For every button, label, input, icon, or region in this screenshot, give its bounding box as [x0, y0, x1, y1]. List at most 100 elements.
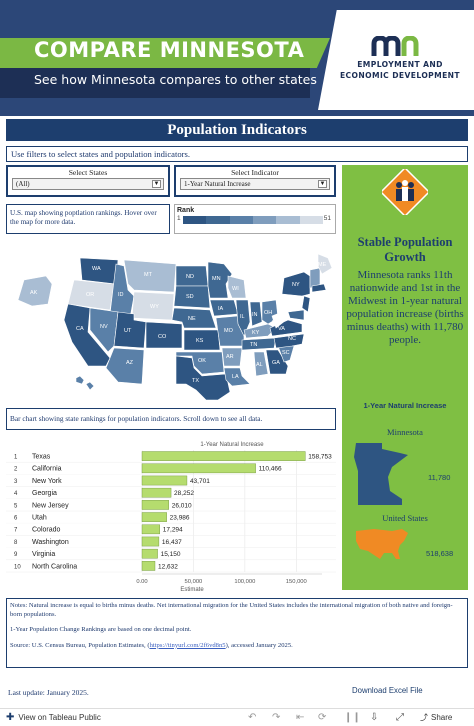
- population-icon: [379, 166, 431, 218]
- us-value: 518,638: [426, 549, 454, 558]
- state-OK[interactable]: [175, 351, 225, 375]
- state-name-label: New Jersey: [32, 502, 69, 509]
- state-label-WY: WY: [150, 304, 159, 310]
- state-name-label: Colorado: [32, 527, 61, 534]
- state-GA[interactable]: [265, 349, 289, 375]
- state-MO[interactable]: [215, 315, 245, 347]
- bar-value-label: 110,466: [259, 466, 282, 473]
- state-NC[interactable]: [273, 333, 305, 349]
- share-button[interactable]: ⤴ Share: [420, 712, 452, 723]
- state-HI[interactable]: [75, 375, 95, 391]
- rank-legend-title: Rank: [177, 207, 195, 214]
- state-NJ[interactable]: [301, 295, 311, 313]
- rank-label: 2: [14, 467, 18, 473]
- banner-navy-band: [0, 68, 310, 98]
- undo-icon[interactable]: ↶: [248, 712, 257, 723]
- revert-icon[interactable]: ⇤: [296, 712, 305, 723]
- state-label-IN: IN: [252, 312, 258, 318]
- bar-value-label: 158,753: [308, 454, 332, 461]
- x-tick-label: 0.00: [136, 579, 147, 585]
- state-label-AR: AR: [226, 354, 234, 360]
- state-name-label: North Carolina: [32, 563, 77, 570]
- org-name-line2: ECONOMIC DEVELOPMENT: [339, 71, 461, 80]
- state-SD[interactable]: [173, 285, 211, 309]
- rank-label: 4: [14, 491, 18, 497]
- us-choropleth-map[interactable]: WA OR CA ID NV MT WY UT AZ CO NM ND SD NE KS OK TX MN IA MO…: [6, 240, 340, 401]
- state-IA[interactable]: [209, 299, 239, 317]
- redo-icon[interactable]: ↷: [272, 712, 281, 723]
- state-TN[interactable]: [241, 337, 277, 351]
- banner-title: COMPARE MINNESOTA: [34, 38, 305, 62]
- state-MS[interactable]: [241, 351, 253, 377]
- state-CA[interactable]: [63, 303, 111, 367]
- rank-label: 8: [14, 540, 18, 546]
- state-label-ID: ID: [118, 292, 124, 298]
- view-on-tableau-link[interactable]: ✚ View on Tableau Public: [6, 712, 101, 723]
- state-label-IA: IA: [218, 306, 224, 312]
- state-label-MN: MN: [212, 276, 221, 282]
- view-on-tableau-label: View on Tableau Public: [18, 713, 101, 722]
- state-LA[interactable]: [223, 367, 251, 387]
- download-excel-button[interactable]: Download Excel File: [352, 686, 423, 695]
- state-AK[interactable]: [17, 275, 53, 307]
- org-name-line1: EMPLOYMENT AND: [357, 60, 443, 69]
- state-name-label: New York: [32, 478, 62, 485]
- state-NE[interactable]: [171, 307, 217, 329]
- state-AR[interactable]: [221, 347, 243, 367]
- refresh-icon[interactable]: ⟳: [318, 712, 327, 723]
- download-icon[interactable]: ⇩: [370, 712, 379, 723]
- select-states-value: (All): [16, 180, 30, 188]
- state-WV[interactable]: [271, 311, 287, 329]
- state-KS[interactable]: [183, 329, 221, 351]
- state-label-WI: WI: [232, 286, 239, 292]
- notes-box: Notes: Natural increase is equal to birt…: [6, 598, 468, 668]
- state-label-AK: AK: [30, 290, 38, 296]
- state-NY[interactable]: [281, 271, 311, 297]
- notes-line2: 1-Year Population Change Rankings are ba…: [10, 626, 192, 633]
- united-states-shape-icon: [354, 525, 410, 563]
- state-label-AL: AL: [256, 362, 263, 368]
- state-ME[interactable]: [317, 253, 333, 275]
- state-NV[interactable]: [89, 307, 119, 353]
- state-VA[interactable]: [269, 319, 303, 337]
- state-label-MI: MI: [252, 292, 259, 298]
- row-band: [6, 547, 142, 560]
- state-NM[interactable]: [141, 349, 177, 385]
- state-AZ[interactable]: [105, 347, 145, 385]
- bar: [141, 463, 256, 474]
- state-label-MT: MT: [144, 272, 153, 278]
- state-MA[interactable]: [311, 283, 327, 293]
- rank-color-swatch: [229, 216, 253, 224]
- state-MT[interactable]: [123, 259, 177, 293]
- state-MD[interactable]: [287, 309, 305, 321]
- select-indicator-value: 1-Year Natural Increase: [184, 180, 251, 188]
- source-link[interactable]: https://tinyurl.com/2f6vd8n5: [149, 641, 226, 649]
- last-update: Last update: January 2025.: [8, 688, 89, 697]
- state-IN[interactable]: [249, 301, 263, 327]
- state-CO[interactable]: [145, 321, 183, 349]
- state-label-TN: TN: [250, 342, 257, 348]
- state-TX[interactable]: [175, 355, 231, 401]
- state-label-LA: LA: [232, 374, 239, 380]
- state-label-UT: UT: [124, 328, 132, 334]
- select-indicator-dropdown[interactable]: 1-Year Natural Increase ▼: [180, 178, 330, 190]
- state-OR[interactable]: [67, 279, 115, 311]
- chevron-down-icon[interactable]: ▼: [152, 180, 161, 188]
- chevron-down-icon[interactable]: ▼: [318, 180, 327, 188]
- select-states-dropdown[interactable]: (All) ▼: [12, 178, 164, 190]
- share-icon: ⤴: [420, 713, 428, 722]
- state-MN[interactable]: [207, 261, 233, 299]
- pause-icon[interactable]: ❙❙: [344, 712, 361, 723]
- minnesota-label: Minnesota: [387, 427, 423, 437]
- bar-chart[interactable]: 1-Year Natural Increase 1 Texas 158,753 2 Cal…: [6, 436, 336, 593]
- state-FL[interactable]: [257, 375, 295, 401]
- rank-legend: Rank 1 51: [174, 204, 336, 234]
- state-name-label: California: [32, 466, 62, 473]
- state-AL[interactable]: [253, 351, 269, 377]
- state-label-CA: CA: [76, 326, 84, 332]
- state-WI[interactable]: [227, 275, 247, 299]
- fullscreen-icon[interactable]: ⤢: [396, 712, 404, 723]
- state-MI[interactable]: [233, 271, 265, 303]
- select-indicator-label: Select Indicator: [231, 168, 279, 177]
- x-tick-label: 100,000: [234, 579, 255, 585]
